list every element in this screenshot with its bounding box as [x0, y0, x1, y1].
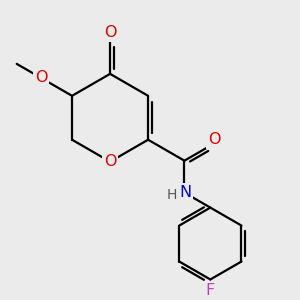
Text: N: N [179, 185, 191, 200]
Text: O: O [208, 132, 220, 147]
Text: O: O [104, 154, 116, 169]
Text: F: F [206, 283, 215, 298]
Text: O: O [104, 26, 116, 40]
Text: H: H [166, 188, 177, 202]
Text: O: O [35, 70, 47, 86]
